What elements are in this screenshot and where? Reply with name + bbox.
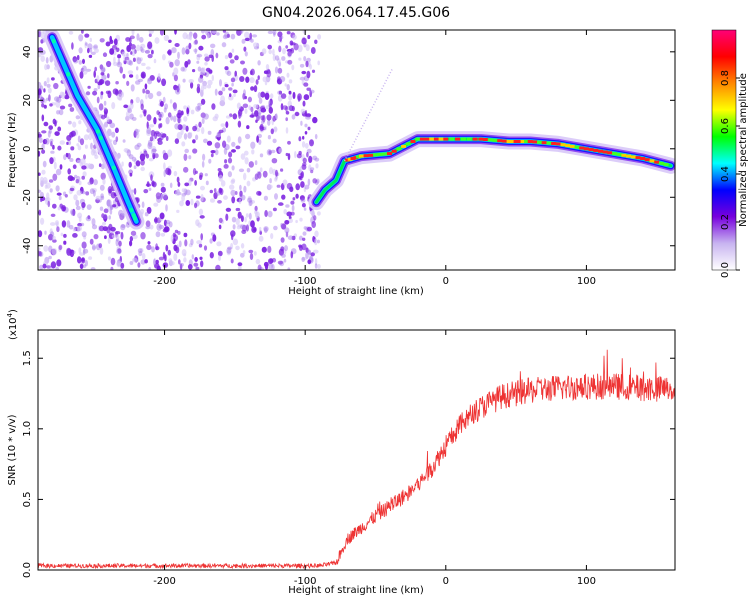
y-tick-label: 0.5 — [22, 491, 33, 507]
snr-series-line — [38, 349, 675, 570]
main-ridge — [308, 131, 675, 211]
spectrogram-xlabel: Height of straight line (km) — [288, 286, 424, 297]
colorbar-tick-label: 0.8 — [720, 70, 731, 86]
diagonal-ridge — [44, 30, 145, 230]
snr-ylabel: SNR (10 * v/v) — [7, 414, 18, 485]
y-tick-label: 0.0 — [22, 562, 33, 578]
colorbar: 0.0 0.2 0.4 0.6 0.8 Normalized spectral ampl… — [711, 29, 749, 278]
x-tick-label: -200 — [153, 276, 176, 287]
y-tick-label: -20 — [22, 189, 33, 205]
x-tick-label: 100 — [577, 576, 596, 587]
snr-plot-area — [38, 349, 675, 570]
x-tick-label: -200 — [153, 576, 176, 587]
x-tick-label: -100 — [294, 576, 317, 587]
colorbar-tick-label: 0.4 — [720, 166, 731, 182]
colorbar-ticks: 0.0 0.2 0.4 0.6 0.8 — [720, 70, 740, 278]
y-tick-label: 1.0 — [22, 421, 33, 437]
y-tick-label: 1.5 — [22, 350, 33, 366]
y-tick-label: 0 — [22, 146, 33, 152]
chart-title: GN04.2026.064.17.45.G06 — [262, 5, 450, 21]
snr-frame — [37, 329, 676, 571]
x-tick-label: 0 — [443, 576, 449, 587]
y-tick-label: 20 — [22, 94, 33, 107]
colorbar-tick-label: 0.6 — [720, 118, 731, 134]
faint-streak — [343, 68, 394, 162]
spectrogram-frame — [37, 29, 676, 271]
snr-xlabel: Height of straight line (km) — [288, 585, 424, 596]
colorbar-gradient — [711, 29, 737, 271]
y-tick-label: 40 — [22, 45, 33, 58]
x-tick-label: 0 — [443, 276, 449, 287]
colorbar-tick-label: 0.2 — [720, 214, 731, 230]
spectrogram-ylabel: Frequency (Hz) — [7, 112, 18, 188]
noise-speckle — [38, 30, 322, 270]
x-tick-label: -100 — [294, 276, 317, 287]
snr-axes: -200 -100 0 100 0.0 0.5 1.0 1.5 — [22, 330, 675, 587]
colorbar-tick-label: 0.0 — [720, 262, 731, 278]
y-tick-label: -40 — [22, 238, 33, 254]
snr-panel: -200 -100 0 100 0.0 0.5 1.0 1.5 Height of strai… — [6, 309, 676, 596]
colorbar-label: Normalized spectral amplitude — [738, 73, 749, 227]
x-tick-label: 100 — [577, 276, 596, 287]
snr-multiplier: (x104) — [6, 309, 19, 340]
spectrogram-plot-area — [38, 30, 675, 270]
